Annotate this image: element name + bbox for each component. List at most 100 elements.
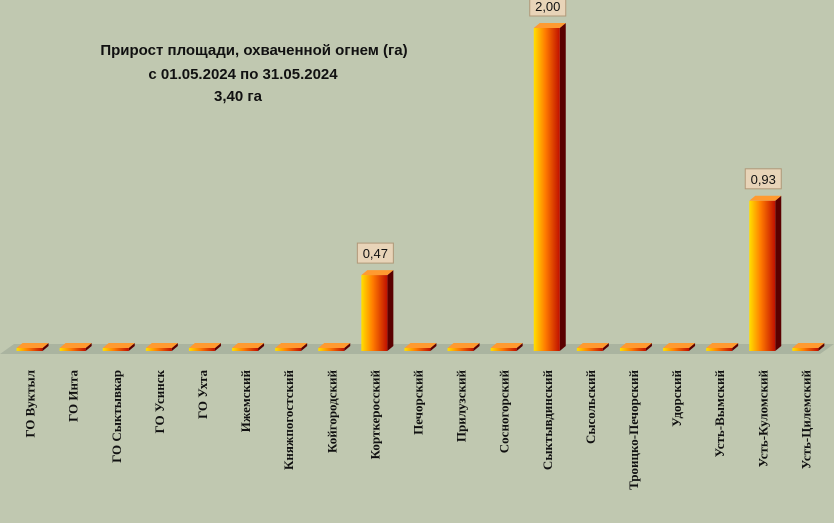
bar [102, 343, 135, 351]
bar-front [361, 275, 388, 351]
bar-front [490, 348, 517, 351]
bar-front [447, 348, 474, 351]
bar [361, 270, 394, 351]
category-label: ГО Ухта [195, 370, 210, 420]
data-label: 0,47 [363, 246, 388, 261]
bar-top [447, 343, 480, 348]
bar-top [533, 23, 566, 28]
bar-front [706, 348, 733, 351]
chart-title-line-3: 3,40 га [214, 88, 263, 105]
bar-top [619, 343, 652, 348]
bar-front [318, 348, 345, 351]
data-label-box [356, 242, 394, 264]
bar-side [258, 343, 265, 351]
bar [59, 343, 92, 351]
bar-side [128, 343, 135, 351]
chart-title-line-1: Прирост площади, охваченной огнем (га) [100, 42, 407, 59]
bar-top [318, 343, 351, 348]
category-label: Печорский [410, 370, 425, 435]
bars-group [16, 23, 825, 351]
bar-side [301, 343, 308, 351]
bar-front [576, 348, 603, 351]
category-label: Княжпогостский [281, 370, 296, 471]
category-label: Удорский [669, 369, 684, 426]
category-label: ГО Вуктыл [23, 370, 38, 438]
bar-side [85, 343, 92, 351]
bar-side [387, 270, 394, 351]
bar-front [275, 348, 302, 351]
category-label: Сыктывдинский [540, 369, 555, 470]
bar [663, 343, 696, 351]
bar [706, 343, 739, 351]
bar-front [59, 348, 86, 351]
bar-front [102, 348, 129, 351]
bar-front [663, 348, 690, 351]
category-label: Корткеросский [367, 369, 382, 459]
bar [792, 343, 825, 351]
bar-side [602, 343, 609, 351]
bar-side [214, 343, 221, 351]
bar-side [42, 343, 49, 351]
category-label: Сысольский [583, 369, 598, 444]
category-label: Троицко-Печорский [626, 370, 641, 490]
bar [145, 343, 178, 351]
bar [232, 343, 265, 351]
bar-top [706, 343, 739, 348]
bar-side [430, 343, 437, 351]
category-label: ГО Сыктывкар [109, 370, 124, 463]
bar-side [732, 343, 739, 351]
bar-top [232, 343, 265, 348]
bar [619, 343, 652, 351]
bar-front [16, 348, 43, 351]
category-label: Усть-Цилемский [798, 369, 813, 469]
bar-top [361, 270, 394, 276]
bar-front [145, 348, 172, 351]
bar [749, 195, 782, 351]
chart-title: Прирост площади, охваченной огнем (га) с… [100, 42, 407, 105]
bar-front [533, 28, 560, 351]
bar-top [663, 343, 696, 348]
bar-top [404, 343, 437, 348]
bar-top [16, 343, 49, 348]
bar-front [188, 348, 215, 351]
bar [490, 343, 523, 351]
bar-side [473, 343, 480, 351]
bar [447, 343, 480, 351]
data-label-box [529, 0, 567, 17]
bar [404, 343, 437, 351]
bar [533, 23, 566, 351]
bar [275, 343, 308, 351]
bar-front [749, 200, 776, 351]
bar-top [576, 343, 609, 348]
bar-front [619, 348, 646, 351]
bar-side [516, 343, 523, 351]
category-label: Сосногорский [497, 369, 512, 453]
data-label: 0,93 [751, 172, 776, 187]
data-label: 2,00 [535, 0, 560, 14]
bar-side [818, 343, 825, 351]
bar-front [232, 348, 259, 351]
bar-top [145, 343, 178, 348]
bar [188, 343, 221, 351]
bar-side [171, 343, 178, 351]
category-label: Прилузский [454, 369, 469, 442]
bar-top [749, 195, 782, 201]
bar-side [645, 343, 652, 351]
bar-top [188, 343, 221, 348]
category-label: Усть-Куломский [755, 369, 770, 467]
data-label-box [744, 168, 782, 190]
bar [576, 343, 609, 351]
category-labels-group: ГО Вуктыл ГО Инта ГО Сыктывкар ГО Усинск ГО … [23, 369, 814, 489]
bar-front [404, 348, 431, 351]
bar-side [689, 343, 696, 351]
chart-title-line-2: с 01.05.2024 по 31.05.2024 [148, 66, 338, 83]
category-label: Усть-Вымский [712, 369, 727, 457]
bar-side [559, 23, 566, 351]
bar-top [102, 343, 135, 348]
bar-top [490, 343, 523, 348]
category-label: Койгородский [324, 370, 339, 454]
bar [16, 343, 49, 351]
bar-front [792, 348, 819, 351]
